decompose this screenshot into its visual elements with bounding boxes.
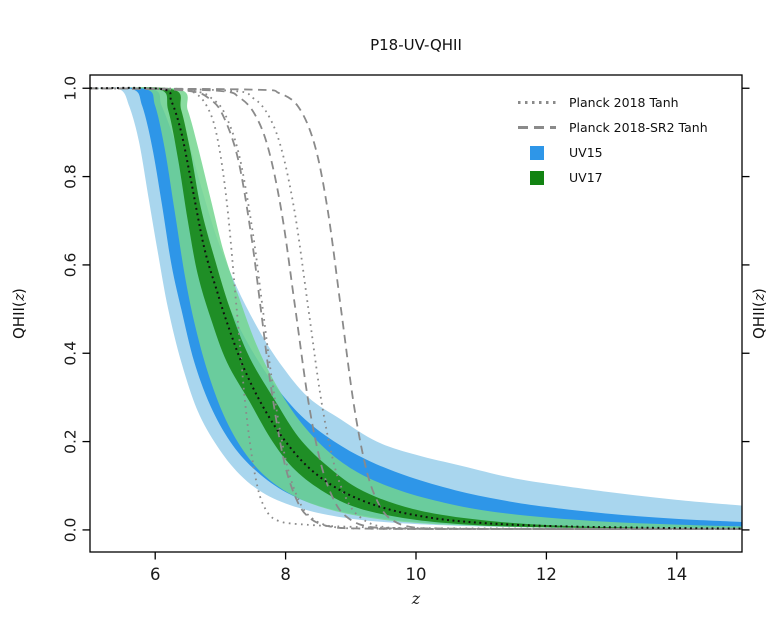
- planck2018-sr2-late: [90, 87, 742, 530]
- legend-dashed-line-icon: [518, 121, 556, 134]
- y-label-prefix: QHII(: [750, 301, 768, 340]
- y-tick-label: 0.8: [62, 164, 80, 189]
- x-axis-label-var: z: [411, 589, 421, 608]
- legend-patch-icon: [518, 145, 556, 160]
- legend-marker: [530, 170, 544, 185]
- legend-item-uv15: UV15: [518, 140, 708, 165]
- y-axis-label-left: QHII(z): [8, 75, 30, 552]
- x-tick-label: 8: [280, 565, 291, 584]
- legend-marker: [518, 126, 556, 129]
- y-tick-label: 0.4: [62, 341, 80, 366]
- y-label-prefix: QHII(: [10, 301, 28, 340]
- y-label-var: z: [10, 293, 28, 302]
- y-label-suffix: ): [10, 287, 28, 294]
- legend-label: UV17: [569, 170, 603, 185]
- x-tick-label: 10: [406, 565, 427, 584]
- legend-marker: [518, 101, 556, 104]
- x-tick-label: 14: [666, 565, 687, 584]
- y-tick-label: 0.2: [62, 429, 80, 454]
- y-tick-label: 0.0: [62, 518, 80, 543]
- legend-label: Planck 2018 Tanh: [569, 95, 679, 110]
- legend: Planck 2018 Tanh Planck 2018-SR2 Tanh UV15…: [518, 90, 708, 190]
- legend-dotted-line-icon: [518, 96, 556, 109]
- x-tick-label: 12: [536, 565, 557, 584]
- y-tick-label: 1.0: [62, 76, 80, 101]
- uv17-95-band: [90, 87, 742, 529]
- legend-patch-icon: [518, 170, 556, 185]
- y-axis-ticks: 0.0 0.2 0.4 0.6 0.8 1.0: [62, 76, 750, 542]
- legend-marker: [530, 145, 544, 160]
- x-axis-ticks: 6 8 10 12 14: [150, 552, 687, 584]
- legend-label: UV15: [569, 145, 603, 160]
- planck2018-sr2-mid: [90, 87, 742, 530]
- y-tick-label: 0.6: [62, 253, 80, 278]
- x-axis-label: z: [90, 589, 742, 608]
- legend-item-planck-2018-tanh: Planck 2018 Tanh: [518, 90, 708, 115]
- chart-title: P18-UV-QHII: [370, 36, 462, 54]
- y-axis-label-right: QHII(z): [748, 75, 770, 552]
- legend-label: Planck 2018-SR2 Tanh: [569, 120, 708, 135]
- legend-item-uv17: UV17: [518, 165, 708, 190]
- plot-area: [90, 86, 742, 530]
- planck2018-tanh-mid: [90, 87, 742, 530]
- y-label-suffix: ): [750, 287, 768, 294]
- y-label-var: z: [750, 293, 768, 302]
- uv17-68-band: [90, 87, 742, 529]
- x-tick-label: 6: [150, 565, 161, 584]
- legend-item-planck-2018-sr2-tanh: Planck 2018-SR2 Tanh: [518, 115, 708, 140]
